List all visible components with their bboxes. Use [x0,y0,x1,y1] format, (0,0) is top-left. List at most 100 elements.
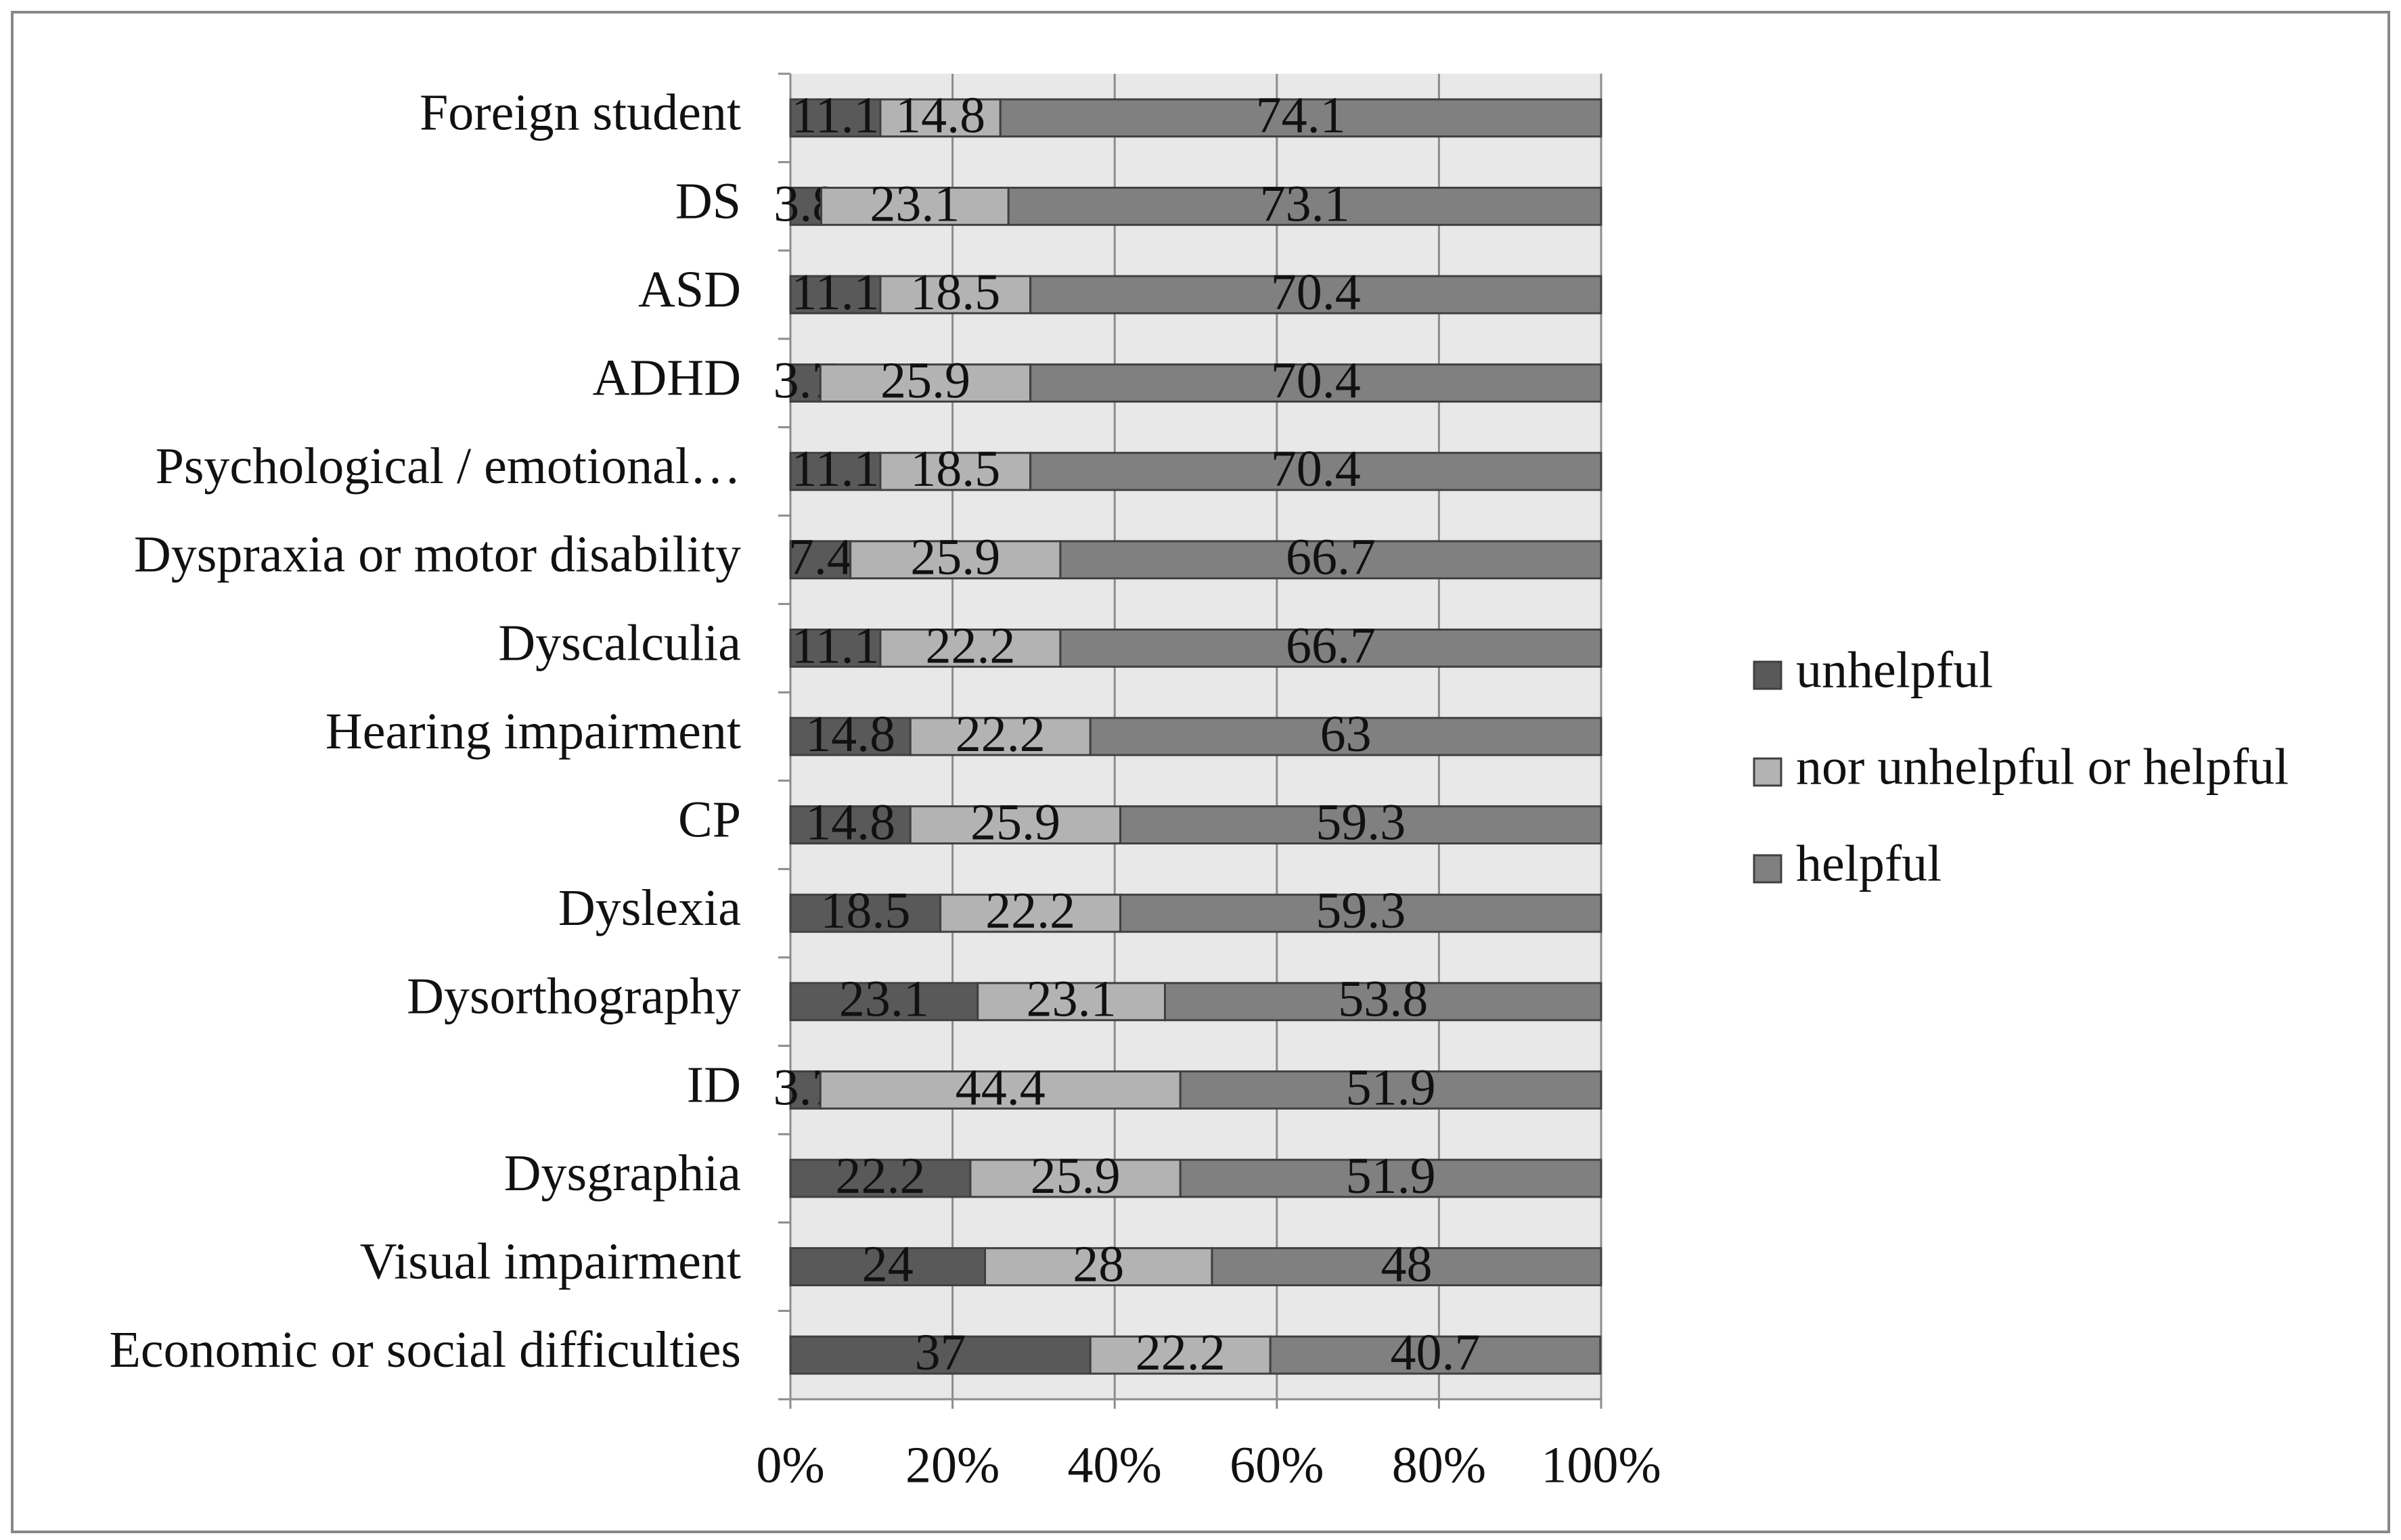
data-label: 24 [862,1236,914,1293]
bar-segment [1179,1158,1602,1198]
data-label: 7.4 [788,529,853,586]
bar-segment [879,98,1002,138]
data-label: 51.9 [1346,1148,1436,1204]
y-tick-label: Psychological / emotional… [156,438,741,495]
data-label: 28 [1073,1236,1124,1293]
data-label: 22.2 [925,617,1015,674]
y-tick-label: Foreign student [420,85,741,141]
data-label: 66.7 [1286,617,1376,674]
data-label: 66.7 [1286,529,1376,586]
data-label: 59.3 [1316,794,1406,851]
bar-segment [1089,1335,1272,1375]
bar-segment [879,275,1032,315]
bar-segment [789,805,912,845]
data-label: 11.1 [791,617,879,674]
y-tick-label: ASD [638,261,741,318]
y-tick-label: Economic or social difficulties [109,1321,741,1378]
bar-segment [1007,186,1602,226]
data-label: 18.5 [910,264,1000,321]
y-tick-label: Dyspraxia or motor disability [134,526,741,583]
data-label: 73.1 [1260,175,1350,232]
data-label: 23.1 [839,971,929,1028]
y-tick-label: Dyslexia [558,880,741,936]
y-tick-label: CP [678,792,741,848]
y-tick-label: Dysorthography [407,968,741,1025]
data-label: 25.9 [910,529,1000,586]
bar-segment [789,893,942,933]
bar-segment [969,1158,1182,1198]
bar-segment [819,1070,1182,1110]
data-label: 14.8 [805,706,895,763]
bar-segment [819,363,1032,403]
x-tick-label: 40% [1068,1436,1162,1493]
bar-segment [1029,451,1602,491]
data-label: 25.9 [970,794,1060,851]
data-label: 70.4 [1271,353,1361,409]
legend-label: helpful [1796,835,1942,892]
bar-segment [789,628,882,668]
data-label: 22.2 [985,882,1075,939]
data-label: 63 [1320,706,1372,763]
legend-swatch [1753,757,1782,787]
data-label: 18.5 [910,440,1000,497]
y-tick-label: DS [675,173,741,229]
data-label: 25.9 [1031,1148,1121,1204]
bar-segment [1179,1070,1602,1110]
data-label: 44.4 [956,1059,1046,1116]
data-label: 14.8 [895,87,985,144]
bar-segment [789,451,882,491]
bar-segment [1029,363,1602,403]
legend-swatch [1753,854,1782,884]
data-label: 22.2 [1136,1324,1226,1381]
data-label: 22.2 [956,706,1046,763]
bar-segment [789,275,882,315]
bar-segment [977,982,1166,1022]
x-tick-label: 0% [756,1436,824,1493]
y-tick-label: Visual impairment [360,1233,741,1290]
data-label: 25.9 [880,353,970,409]
y-tick-label: Hearing impairment [326,703,741,760]
bar-segment [1059,540,1602,580]
bar-segment [849,540,1062,580]
bar-segment [1119,805,1602,845]
legend-label: unhelpful [1796,641,1993,698]
data-label: 14.8 [805,794,895,851]
data-label: 59.3 [1316,882,1406,939]
data-label: 11.1 [791,440,879,497]
data-label: 37 [915,1324,966,1381]
data-label: 70.4 [1271,440,1361,497]
bar-segment [1029,275,1602,315]
bar-segment [999,98,1602,138]
bar-segment [1119,893,1602,933]
x-tick-label: 80% [1392,1436,1486,1493]
y-tick-label: ADHD [592,350,741,407]
x-tick-label: 20% [905,1436,1000,1493]
data-label: 48 [1381,1236,1432,1293]
bar-segment [984,1247,1213,1287]
data-label: 51.9 [1346,1059,1436,1116]
bar-segment [789,982,979,1022]
data-label: 23.1 [1027,971,1117,1028]
data-label: 11.1 [791,87,879,144]
x-tick-label: 60% [1230,1436,1324,1493]
bar-segment [1089,717,1602,756]
bar-segment [789,1247,987,1287]
y-tick-label: Dysgraphia [504,1145,741,1202]
bar-segment [1163,982,1602,1022]
data-label: 74.1 [1256,87,1346,144]
bar-segment [1059,628,1602,668]
data-label: 18.5 [820,882,910,939]
bar-segment [909,805,1122,845]
legend-label: nor unhelpful or helpful [1796,738,2289,795]
data-label: 40.7 [1391,1324,1481,1381]
bar-segment [1269,1335,1602,1375]
bar-segment [789,1335,1092,1375]
bar-segment [1211,1247,1602,1287]
x-tick-label: 100% [1541,1436,1661,1493]
legend-swatch [1753,660,1782,690]
data-label: 23.1 [870,175,960,232]
y-tick-label: ID [687,1056,741,1113]
data-label: 11.1 [791,264,879,321]
data-label: 70.4 [1271,264,1361,321]
